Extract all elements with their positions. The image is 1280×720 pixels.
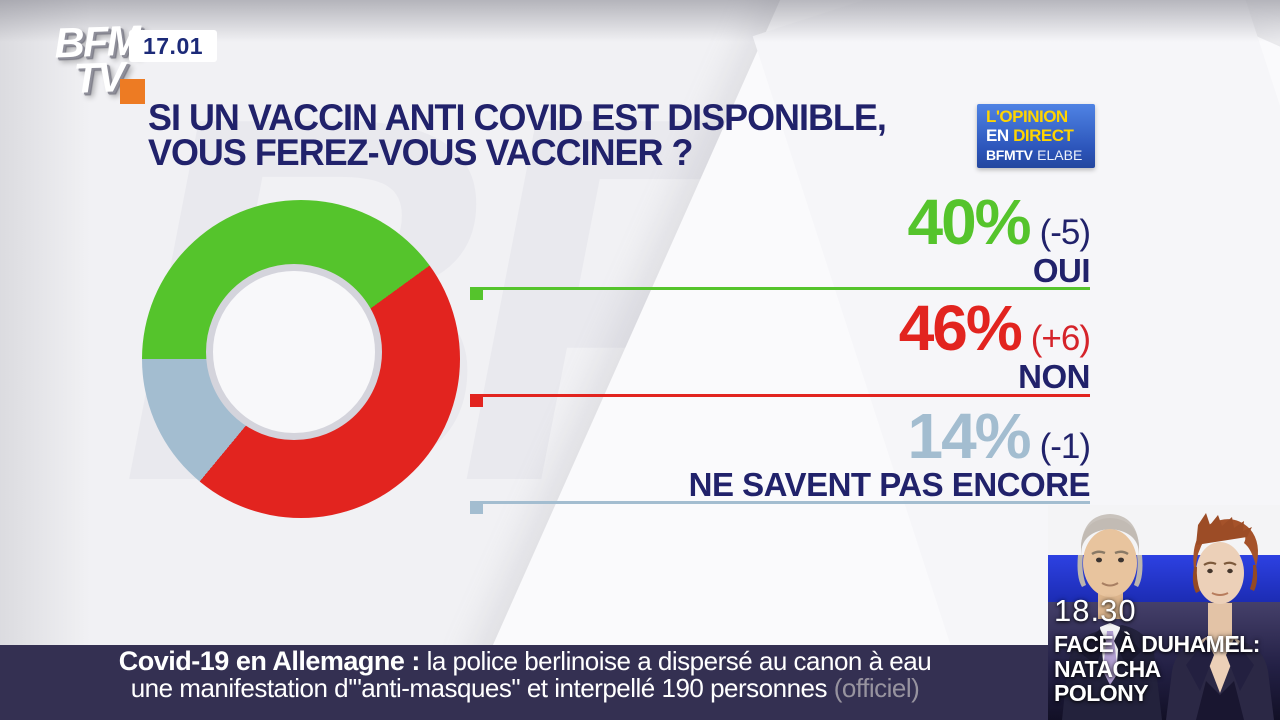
result-nsp-value: 14%: [907, 400, 1031, 472]
separator-red: [470, 394, 1090, 407]
poll-question: SI UN VACCIN ANTI COVID EST DISPONIBLE, …: [148, 97, 887, 173]
result-oui-change: (-5): [1039, 213, 1091, 252]
guests-photo: [1062, 513, 1274, 720]
badge-elabe: ELABE: [1037, 146, 1083, 163]
separator-green: [470, 287, 1090, 300]
preview-guest-firstname: NATACHA: [1054, 656, 1161, 682]
ticker-line2-suffix: (officiel): [827, 673, 920, 703]
separator-gray: [470, 501, 1090, 514]
result-non-value: 46%: [898, 292, 1023, 364]
donut-chart: [142, 200, 460, 518]
badge-bfmtv: BFMTV: [986, 146, 1033, 163]
ticker-line1: Covid-19 en Allemagne : la police berlin…: [0, 648, 1050, 675]
poll-question-line1: SI UN VACCIN ANTI COVID EST DISPONIBLE,: [148, 97, 887, 138]
result-oui-label: OUI: [1032, 252, 1091, 289]
ticker-line2: une manifestation d'"anti-masques" et in…: [0, 675, 1050, 702]
preview-time: 18.30: [1054, 593, 1137, 628]
result-non: 46% (+6) NON: [899, 296, 1091, 395]
ticker-line1-rest: la police berlinoise a dispersé au canon…: [419, 646, 932, 676]
opinion-en-direct-badge: L'OPINION EN DIRECT BFMTV ELABE: [977, 104, 1095, 168]
badge-line2-en: EN: [986, 125, 1009, 145]
donut-hole: [206, 264, 382, 440]
result-nsp-change: (-1): [1039, 427, 1091, 466]
news-ticker-text: Covid-19 en Allemagne : la police berlin…: [0, 645, 1050, 720]
duhamel-photo: [1062, 514, 1162, 720]
orange-accent-square: [120, 79, 145, 104]
badge-line2-direct: DIRECT: [1013, 125, 1074, 145]
left-shadow: [0, 0, 90, 720]
result-oui-value: 40%: [907, 186, 1031, 258]
preview-program-title: FACE À DUHAMEL:: [1054, 631, 1260, 657]
result-nsp: 14% (-1) NE SAVENT PAS ENCORE: [688, 404, 1091, 503]
result-oui: 40% (-5) OUI: [907, 190, 1091, 289]
clock-time: 17.01: [142, 32, 204, 59]
badge-line1: L'OPINION: [986, 106, 1068, 126]
result-non-change: (+6): [1030, 319, 1091, 358]
program-preview-panel: 18.30 FACE À DUHAMEL: NATACHA POLONY: [1048, 505, 1280, 720]
result-nsp-label: NE SAVENT PAS ENCORE: [688, 466, 1091, 503]
result-non-label: NON: [1018, 358, 1090, 395]
ticker-line2-text: une manifestation d'"anti-masques" et in…: [130, 673, 828, 703]
clock-badge: 17.01: [129, 30, 217, 62]
polony-photo: [1166, 513, 1274, 720]
ticker-topic: Covid-19 en Allemagne :: [118, 646, 421, 676]
preview-guest-lastname: POLONY: [1054, 680, 1149, 706]
poll-question-line2: VOUS FEREZ-VOUS VACCINER ?: [148, 132, 693, 173]
